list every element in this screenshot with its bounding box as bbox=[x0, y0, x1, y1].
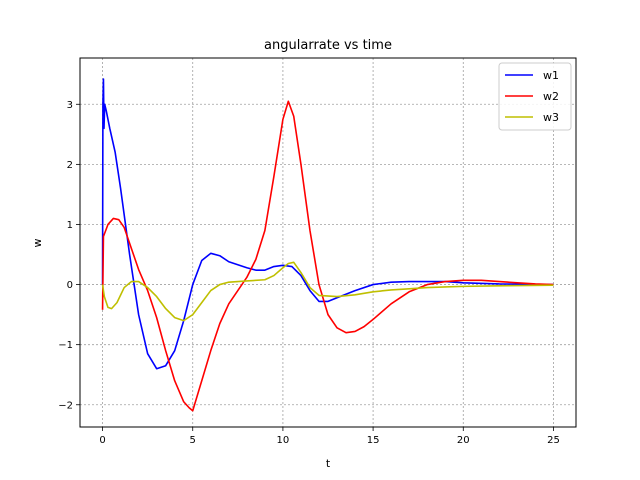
y-tick-label: 3 bbox=[67, 100, 73, 111]
legend-label-w1: w1 bbox=[543, 69, 559, 82]
y-tick-label: 0 bbox=[67, 280, 73, 291]
legend-box bbox=[498, 62, 572, 131]
series-layer bbox=[101, 78, 554, 412]
x-tick-label: 20 bbox=[457, 435, 470, 446]
x-tick-label: 0 bbox=[99, 435, 105, 446]
x-tick-label: 15 bbox=[367, 435, 380, 446]
x-axis-label: t bbox=[326, 457, 331, 470]
plot-area-frame bbox=[79, 57, 577, 428]
y-tick-label: 1 bbox=[67, 220, 73, 231]
legend: w1 w2 w3 bbox=[498, 62, 572, 131]
y-axis-label: w bbox=[31, 239, 44, 248]
legend-label-w2: w2 bbox=[543, 90, 559, 103]
x-tick-label: 5 bbox=[190, 435, 196, 446]
tick-layer: 0 5 10 15 20 25 −2 −1 0 1 2 3 bbox=[58, 100, 560, 446]
y-tick-label: −1 bbox=[58, 340, 73, 351]
chart-title: angularrate vs time bbox=[264, 38, 392, 53]
x-tick-label: 25 bbox=[547, 435, 560, 446]
y-tick-label: 2 bbox=[67, 160, 73, 171]
x-tick-label: 10 bbox=[277, 435, 290, 446]
series-line-w3 bbox=[101, 261, 554, 322]
legend-label-w3: w3 bbox=[543, 111, 559, 124]
y-tick-label: −2 bbox=[58, 400, 73, 411]
series-line-w1 bbox=[101, 78, 554, 370]
